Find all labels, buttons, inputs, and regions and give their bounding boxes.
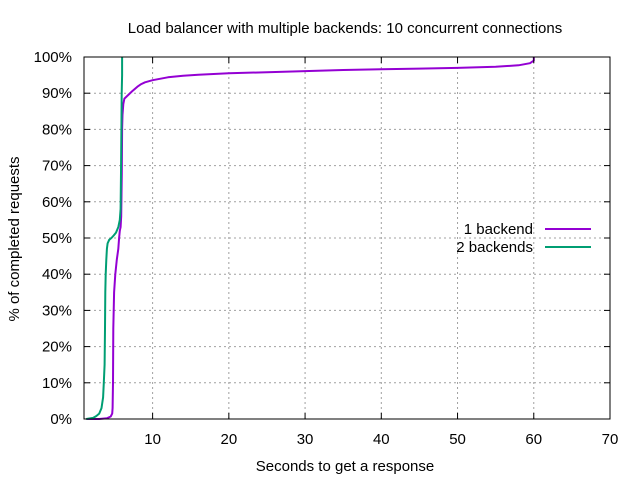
y-tick-label: 70% xyxy=(42,158,72,175)
y-tick-label: 100% xyxy=(34,49,72,66)
legend-label: 1 backend xyxy=(464,221,533,238)
grid xyxy=(84,57,610,419)
y-tick-label: 0% xyxy=(50,411,72,428)
x-tick-label: 20 xyxy=(220,431,237,448)
axis-ticks: 0% 10% 20% 30% 40% 50% 60% 70% 80% 90% 100% 10 20 30 4… xyxy=(34,49,619,448)
x-tick-label: 70 xyxy=(602,431,619,448)
y-tick-label: 40% xyxy=(42,266,72,283)
x-tick-label: 30 xyxy=(297,431,314,448)
x-axis-label: Seconds to get a response xyxy=(256,458,434,475)
y-tick-label: 10% xyxy=(42,375,72,392)
plot-area xyxy=(86,57,535,420)
x-tick-label: 50 xyxy=(449,431,466,448)
x-tick-label: 40 xyxy=(373,431,390,448)
x-tick-label: 60 xyxy=(525,431,542,448)
x-tick-label: 10 xyxy=(144,431,161,448)
y-axis-label: % of completed requests xyxy=(6,156,23,321)
y-tick-label: 50% xyxy=(42,230,72,247)
y-tick-label: 60% xyxy=(42,194,72,211)
y-tick-label: 80% xyxy=(42,121,72,138)
y-tick-label: 20% xyxy=(42,339,72,356)
y-tick-label: 30% xyxy=(42,302,72,319)
y-tick-label: 90% xyxy=(42,85,72,102)
chart-title: Load balancer with multiple backends: 10… xyxy=(128,20,562,37)
series-line-2 xyxy=(86,57,124,420)
series-line-1 xyxy=(86,57,535,420)
plot-frame xyxy=(83,56,611,420)
legend-label: 2 backends xyxy=(456,239,533,256)
